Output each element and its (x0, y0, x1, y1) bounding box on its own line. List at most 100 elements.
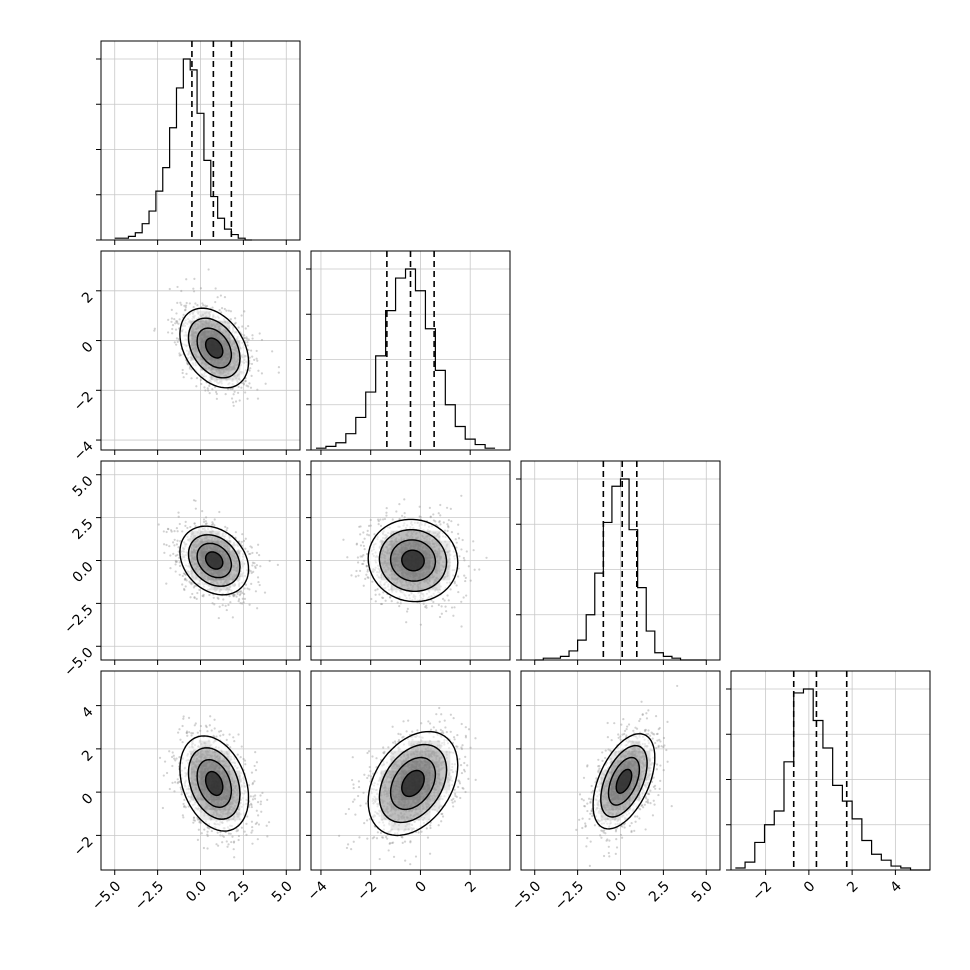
sample-point (381, 518, 385, 521)
sample-point (449, 507, 452, 510)
sample-point (359, 555, 362, 558)
sample-point (185, 579, 188, 582)
sample-point (231, 616, 234, 619)
sample-point (225, 309, 228, 312)
sample-point (178, 354, 181, 357)
sample-point (460, 625, 463, 628)
sample-point (362, 584, 365, 587)
sample-point (194, 302, 197, 305)
y-tick-label: 2 (79, 747, 97, 765)
sample-point (248, 588, 251, 591)
sample-point (229, 601, 232, 604)
sample-point (198, 588, 201, 591)
sample-point (369, 518, 372, 522)
sample-point (218, 309, 221, 312)
sample-point (183, 304, 186, 308)
sample-point (246, 344, 249, 347)
sample-point (192, 499, 196, 502)
sample-point (398, 605, 401, 608)
sample-point (425, 604, 428, 607)
sample-point (367, 576, 370, 579)
sample-point (457, 523, 460, 526)
sample-point (184, 577, 187, 580)
sample-point (206, 387, 209, 390)
sample-point (248, 603, 251, 606)
sample-point (454, 538, 457, 541)
sample-point (173, 530, 176, 533)
sample-point (443, 529, 447, 532)
sample-point (234, 321, 237, 324)
sample-point (250, 831, 253, 834)
sample-point (205, 522, 208, 525)
sample-point (432, 600, 435, 604)
sample-point (376, 588, 379, 591)
sample-point (358, 525, 361, 528)
sample-point (208, 384, 211, 388)
sample-point (442, 521, 445, 524)
sample-point (237, 326, 240, 329)
sample-point (255, 357, 258, 360)
sample-point (253, 764, 256, 768)
sample-point (182, 715, 185, 718)
sample-point (169, 567, 172, 570)
sample-point (250, 362, 254, 366)
sample-point (215, 397, 218, 400)
sample-point (213, 603, 216, 606)
sample-point (213, 718, 216, 721)
sample-point (254, 590, 258, 593)
sample-point (168, 287, 171, 291)
sample-point (469, 579, 472, 582)
sample-point (181, 724, 184, 728)
sample-point (211, 602, 214, 605)
sample-point (215, 392, 218, 395)
sample-point (171, 332, 174, 335)
sample-point (247, 385, 250, 388)
sample-point (244, 391, 247, 394)
sample-point (342, 538, 345, 541)
sample-point (248, 382, 251, 385)
sample-point (247, 338, 250, 341)
sample-point (183, 587, 186, 591)
sample-point (250, 582, 253, 585)
sample-point (437, 512, 440, 515)
sample-point (242, 601, 245, 604)
sample-point (184, 306, 187, 309)
histogram-panel-2 (516, 460, 721, 665)
sample-point (176, 539, 179, 542)
sample-point (178, 522, 181, 526)
sample-point (244, 583, 248, 586)
sample-point (252, 570, 255, 573)
sample-point (174, 559, 177, 562)
sample-point (174, 322, 177, 325)
sample-point (379, 524, 383, 527)
sample-point (465, 550, 468, 553)
sample-point (244, 547, 247, 550)
sample-point (422, 602, 425, 605)
sample-point (219, 294, 223, 297)
x-tick-label: 2.5 (226, 878, 253, 905)
sample-point (204, 516, 208, 519)
sample-point (361, 541, 365, 544)
sample-point (241, 602, 244, 605)
sample-point (264, 382, 267, 385)
sample-point (396, 601, 399, 604)
sample-point (176, 285, 179, 289)
sample-point (177, 515, 180, 518)
sample-point (439, 514, 442, 517)
sample-point (184, 524, 187, 528)
sample-point (399, 602, 402, 605)
sample-point (175, 757, 178, 760)
sample-point (366, 568, 369, 571)
sample-point (199, 729, 202, 732)
sample-point (429, 515, 432, 518)
sample-point (243, 597, 247, 600)
sample-point (249, 367, 252, 370)
sample-point (258, 332, 261, 335)
sample-point (235, 595, 238, 598)
sample-point (463, 574, 466, 577)
sample-point (184, 585, 187, 588)
sample-point (460, 548, 463, 551)
sample-point (388, 596, 392, 599)
sample-point (276, 563, 279, 566)
sample-point (173, 318, 176, 321)
